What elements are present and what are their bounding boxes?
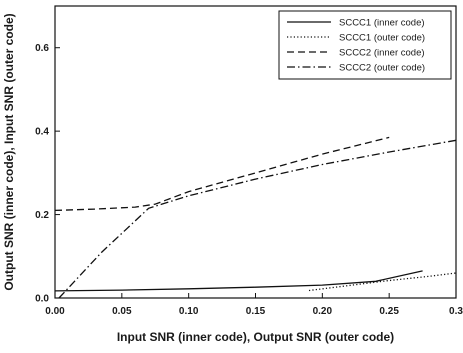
- legend-label: SCCC2 (outer code): [339, 63, 425, 74]
- x-tick-label: 0.15: [246, 306, 266, 317]
- legend-label: SCCC1 (outer code): [339, 33, 425, 44]
- y-axis-title: Output SNR (inner code), Input SNR (oute…: [2, 13, 16, 290]
- x-axis-title: Input SNR (inner code), Output SNR (oute…: [117, 330, 394, 344]
- legend-label: SCCC1 (inner code): [339, 18, 425, 29]
- legend: SCCC1 (inner code) SCCC1 (outer code) SCCC…: [278, 10, 452, 80]
- y-tick-label: 0.6: [35, 43, 49, 54]
- x-axis-ticks: 0.00 0.05 0.10 0.15 0.20 0.25 0.3: [45, 293, 463, 317]
- x-tick-label: 0.10: [179, 306, 199, 317]
- y-tick-label: 0.4: [35, 127, 49, 138]
- y-tick-label: 0.0: [35, 294, 49, 305]
- series-line-3: [54, 136, 390, 212]
- series-layer: [54, 136, 457, 299]
- x-tick-label: 0.20: [313, 306, 333, 317]
- y-axis-ticks: 0.0 0.2 0.4 0.6: [35, 43, 60, 305]
- x-tick-label: 0.00: [45, 306, 65, 317]
- x-tick-label: 0.05: [112, 306, 132, 317]
- x-tick-label: 0.25: [379, 306, 399, 317]
- x-tick-label: 0.3: [449, 306, 463, 317]
- plot-area-frame: [54, 5, 457, 299]
- series-line-1: [54, 270, 423, 292]
- series-line-4: [58, 139, 457, 299]
- y-tick-label: 0.2: [35, 210, 49, 221]
- series-line-2: [308, 272, 457, 292]
- legend-label: SCCC2 (inner code): [339, 48, 425, 59]
